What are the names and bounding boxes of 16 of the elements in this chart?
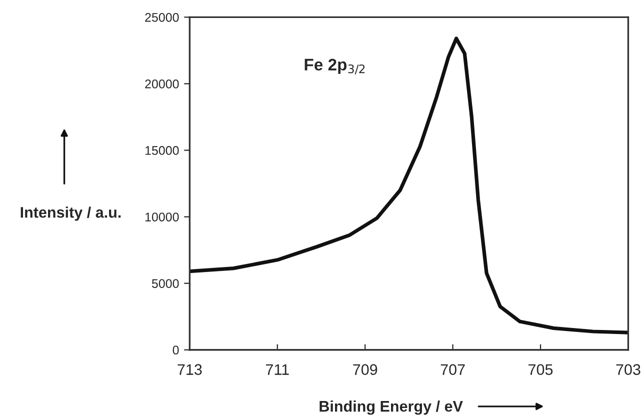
x-tick-label: 703 (616, 364, 640, 375)
x-tick-label: 713 (178, 364, 202, 375)
y-tick-label: 15000 (145, 146, 179, 155)
x-tick-label: 709 (353, 364, 378, 375)
y-tick-label: 25000 (145, 12, 179, 22)
y-tick-label: 10000 (145, 212, 179, 222)
y-tick-label: 5000 (152, 279, 179, 288)
line-series (190, 36, 628, 334)
x-axis-title: Binding Energy / eV (320, 400, 463, 415)
x-tick-label: 705 (528, 364, 553, 375)
annotation: Fe 2p$_{3/2}$ (304, 58, 365, 74)
y-axis-title: Intensity / a.u. (20, 206, 121, 221)
x-tick-label: 711 (266, 364, 289, 375)
y-tick-label: 20000 (145, 80, 179, 88)
x-tick-label: 707 (440, 364, 465, 375)
y-tick-label: 0 (172, 346, 179, 355)
